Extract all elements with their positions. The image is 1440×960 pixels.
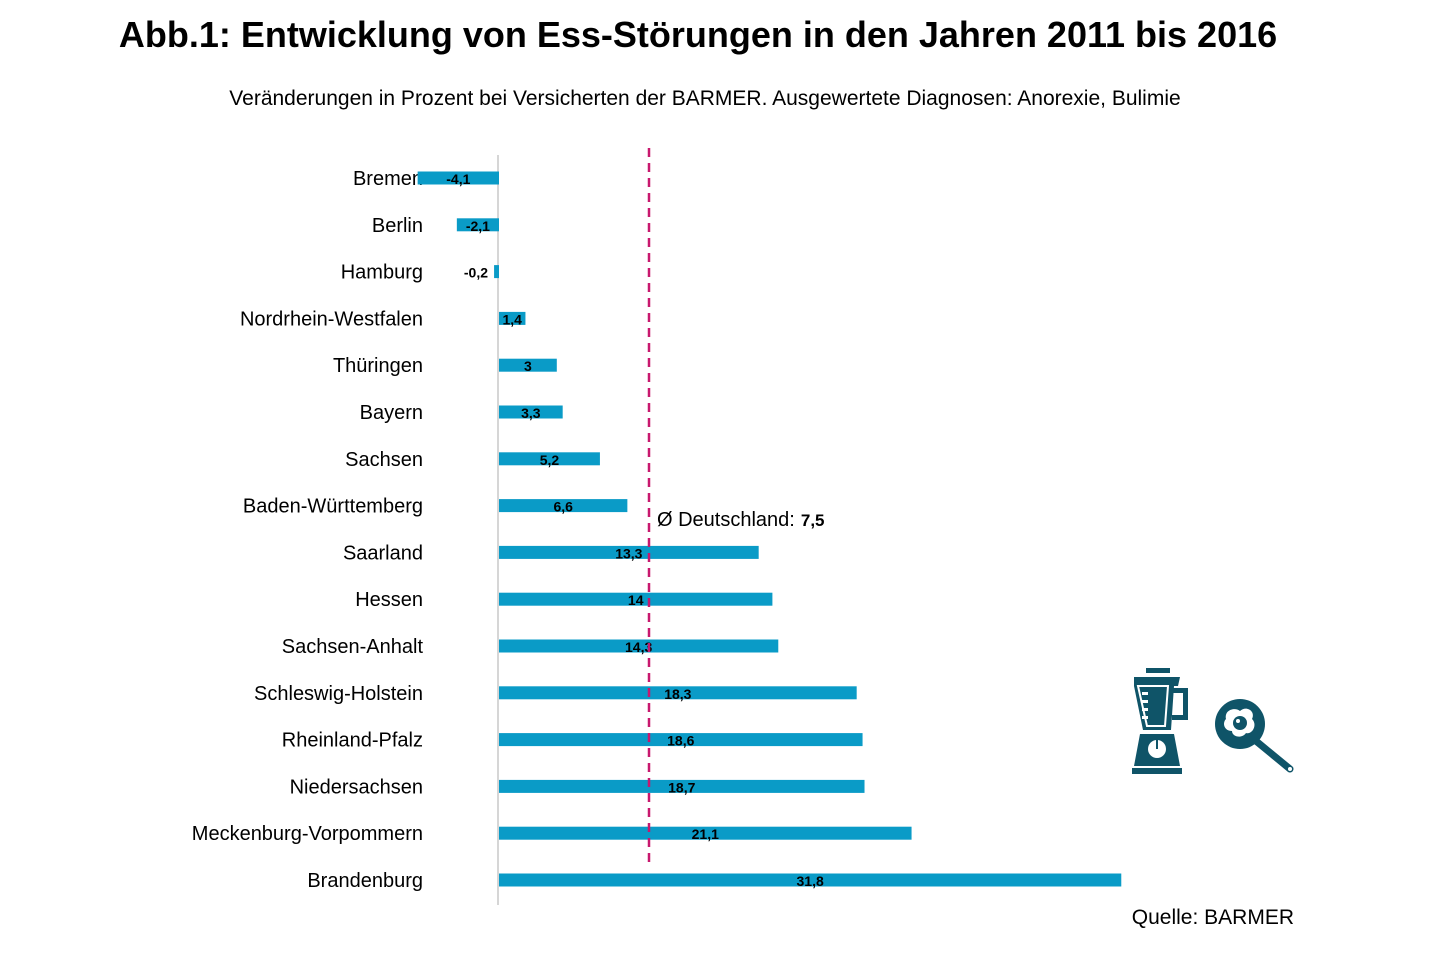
data-label: 5,2 [540, 452, 560, 468]
category-label: Meckenburg-Vorpommern [192, 823, 423, 845]
average-label-value: 7,5 [801, 511, 825, 530]
bar [417, 171, 499, 185]
category-label: Brandenburg [307, 870, 423, 892]
bar [499, 405, 563, 419]
category-label: Thüringen [333, 355, 423, 377]
chart-title: Abb.1: Entwicklung von Ess-Störungen in … [118, 14, 1278, 55]
category-label: Hamburg [341, 262, 423, 284]
blender-icon [1128, 668, 1192, 781]
category-label: Baden-Württemberg [243, 496, 423, 518]
category-label: Berlin [372, 215, 423, 237]
chart-subtitle: Veränderungen in Prozent bei Versicherte… [229, 87, 1181, 110]
bar [499, 686, 857, 700]
category-label: Bayern [360, 402, 423, 424]
data-label: 3 [524, 358, 532, 374]
category-label: Saarland [343, 542, 423, 564]
category-label: Sachsen [345, 449, 423, 471]
data-label: 18,6 [667, 733, 694, 749]
bar [494, 265, 499, 279]
average-label: Ø Deutschland: 7,5 [657, 509, 825, 531]
bar [456, 218, 499, 232]
category-label: Nordrhein-Westfalen [240, 308, 423, 330]
category-label: Rheinland-Pfalz [282, 730, 423, 752]
data-label: -0,2 [464, 265, 488, 281]
bar [499, 545, 759, 559]
bar [499, 873, 1122, 887]
bar [499, 499, 628, 513]
data-label: 3,3 [521, 405, 541, 421]
data-label: 13,3 [615, 545, 642, 561]
source-note: Quelle: BARMER [1131, 906, 1294, 929]
frying-pan-egg-icon [1214, 697, 1296, 780]
data-label: 14 [628, 592, 644, 608]
data-label: 18,7 [668, 779, 695, 795]
bar [499, 311, 526, 325]
data-label: -2,1 [466, 218, 490, 234]
category-label: Bremen [353, 168, 423, 190]
category-label: Niedersachsen [290, 776, 423, 798]
bar [499, 826, 912, 840]
bar [499, 733, 863, 747]
data-label: -4,1 [446, 171, 470, 187]
category-label: Schleswig-Holstein [254, 683, 423, 705]
bar [499, 639, 779, 653]
bar [499, 452, 600, 466]
bar [499, 779, 865, 793]
data-label: 14,3 [625, 639, 652, 655]
bar [499, 592, 773, 606]
category-label: Sachsen-Anhalt [282, 636, 424, 658]
data-label: 6,6 [553, 499, 573, 515]
data-label: 31,8 [797, 873, 824, 889]
bar [499, 358, 557, 372]
data-label: 1,4 [502, 311, 522, 327]
data-label: 18,3 [664, 686, 691, 702]
category-label: Hessen [355, 589, 423, 611]
data-label: 21,1 [692, 826, 719, 842]
average-label-text: Ø Deutschland: [657, 509, 795, 531]
